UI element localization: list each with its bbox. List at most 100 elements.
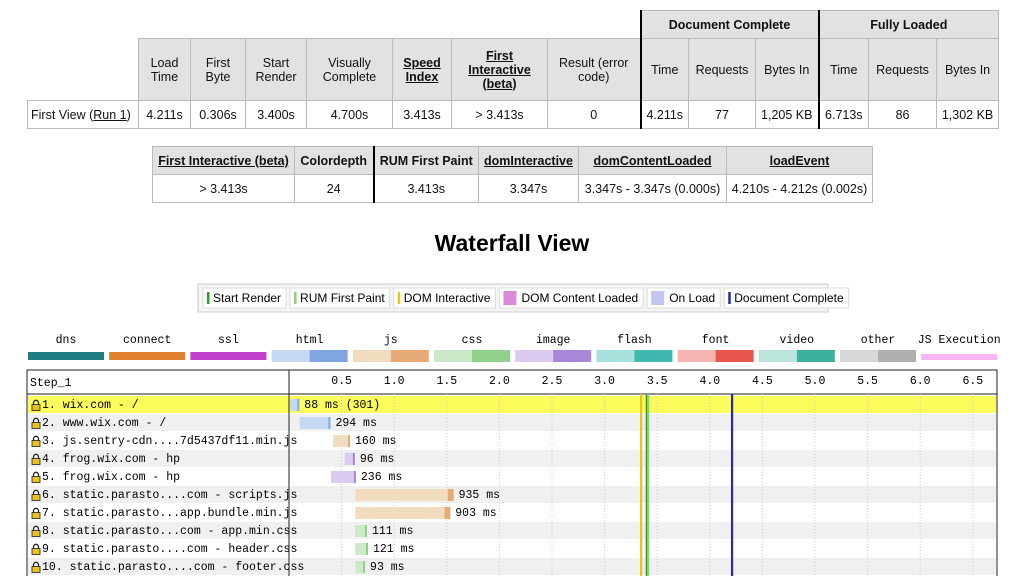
bar-download — [348, 435, 351, 447]
data-cell: > 3.413s — [451, 100, 548, 129]
column-header: Colordepth — [294, 146, 374, 175]
type-swatch — [271, 350, 310, 362]
data-cell: 4.210s - 4.212s (0.002s) — [726, 174, 873, 203]
type-swatch — [190, 352, 267, 360]
column-header: Visually Complete — [306, 38, 393, 101]
column-header: domInteractive — [478, 146, 579, 175]
blank-cell — [28, 39, 139, 101]
type-label: html — [296, 334, 324, 347]
type-swatch — [634, 350, 673, 362]
column-header: Bytes In — [936, 38, 1000, 101]
link[interactable]: First Interactive (beta) — [468, 48, 531, 91]
request-bar — [355, 525, 367, 537]
label-prefix: First View ( — [31, 107, 94, 122]
bar-download — [447, 489, 454, 501]
request-url: 5. frog.wix.com - hp — [42, 471, 180, 484]
legend-item — [289, 287, 391, 309]
data-cell: 3.400s — [245, 100, 307, 129]
legend-label: DOM Interactive — [404, 291, 491, 305]
lock-icon — [31, 435, 41, 447]
lock-icon — [31, 417, 41, 429]
x-tick-label: 3.0 — [594, 375, 615, 388]
lock-icon — [31, 399, 41, 411]
lock-body — [31, 404, 41, 411]
request-time: 121 ms — [373, 543, 414, 556]
x-tick-label: 3.5 — [647, 375, 668, 388]
data-cell: 24 — [294, 174, 374, 203]
bar-download — [352, 453, 355, 465]
type-swatch — [434, 350, 472, 362]
bar-download — [366, 543, 369, 555]
request-bar — [299, 417, 331, 429]
request-url: 9. static.parasto....com - header.css — [42, 543, 297, 556]
link[interactable]: loadEvent — [769, 153, 830, 168]
type-swatch — [472, 350, 510, 362]
lock-icon — [31, 561, 41, 573]
link[interactable]: Run 1 — [93, 107, 127, 122]
legend-swatch — [207, 292, 210, 304]
column-header: Requests — [868, 38, 938, 101]
column-header: First Interactive (beta) — [152, 146, 295, 175]
request-bar — [290, 399, 300, 411]
type-label: dns — [56, 334, 77, 347]
request-time: 93 ms — [370, 561, 405, 574]
row-stripe — [28, 522, 996, 539]
row-highlight — [28, 396, 996, 413]
lock-body — [31, 458, 41, 465]
header-row: Load Time First Byte Start Render Visually … — [28, 38, 1000, 101]
lock-shackle — [32, 543, 40, 549]
type-swatch — [796, 350, 835, 362]
step-label: Step_1 — [30, 377, 72, 390]
x-tick-label: 5.0 — [805, 375, 826, 388]
type-swatch — [109, 352, 186, 360]
request-bar — [333, 435, 351, 447]
request-url: 2. www.wix.com - / — [42, 417, 166, 430]
legend-label: DOM Content Loaded — [521, 291, 638, 305]
link[interactable]: domContentLoaded — [593, 153, 712, 168]
detail-table: First Interactive (beta) Colordepth RUM Fi… — [152, 146, 873, 203]
data-cell: 4.211s — [138, 100, 191, 129]
data-cell: 4.211s — [639, 100, 689, 129]
link[interactable]: domInteractive — [484, 153, 573, 168]
row-stripe — [28, 414, 996, 431]
type-swatch — [309, 350, 348, 362]
data-cell: 6.713s — [817, 100, 870, 129]
legend-item — [646, 287, 721, 309]
request-time: 88 ms (301) — [304, 399, 380, 412]
request-bar — [355, 561, 366, 573]
data-cell: 1,302 KB — [936, 100, 1000, 129]
column-header: Requests — [688, 38, 756, 101]
lock-body — [31, 566, 41, 573]
data-cell: 3.413s — [392, 100, 452, 129]
bar-download — [328, 417, 331, 429]
type-swatch — [840, 350, 878, 362]
column-header: Speed Index — [392, 38, 452, 101]
type-label: css — [462, 334, 483, 347]
request-bar — [355, 489, 454, 501]
bar-download — [363, 561, 366, 573]
type-label: flash — [617, 334, 652, 347]
request-time: 111 ms — [372, 525, 413, 538]
column-header: domContentLoaded — [578, 146, 727, 175]
request-time: 236 ms — [361, 471, 402, 484]
link[interactable]: First Interactive (beta) — [158, 153, 289, 168]
type-swatch — [352, 350, 391, 362]
x-tick-label: 4.5 — [752, 375, 773, 388]
bar-download — [353, 471, 356, 483]
type-swatch — [596, 350, 635, 362]
bar-download — [297, 399, 300, 411]
column-header: First Byte — [190, 38, 246, 101]
lock-icon — [31, 453, 41, 465]
column-header: First Interactive (beta) — [451, 38, 548, 101]
column-header: loadEvent — [726, 146, 873, 175]
legend-swatch — [397, 292, 401, 304]
x-tick-label: 2.0 — [489, 375, 510, 388]
legend-item — [498, 287, 644, 309]
legend-item — [202, 287, 287, 309]
x-tick-label: 1.0 — [384, 375, 405, 388]
column-header: Result (error code) — [547, 38, 641, 101]
x-tick-label: 6.0 — [910, 375, 931, 388]
link[interactable]: Speed Index — [403, 55, 441, 84]
